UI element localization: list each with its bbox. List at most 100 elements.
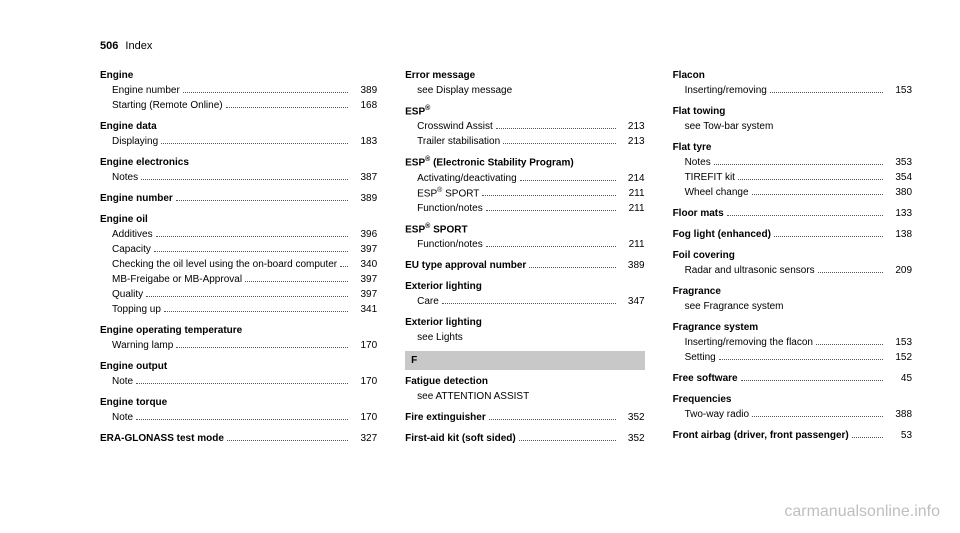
index-page-ref: 380 — [886, 185, 912, 200]
index-sub-label: Capacity — [112, 242, 151, 257]
index-entry-row: Engine number389 — [100, 191, 377, 206]
index-sub-text: see Display message — [417, 83, 512, 98]
index-page-ref: 153 — [886, 335, 912, 350]
index-entry-row: Front airbag (driver, front passenger)53 — [673, 428, 912, 443]
index-entry-title: Frequencies — [673, 392, 912, 407]
index-page-ref: 389 — [619, 258, 645, 273]
leader-dots — [136, 419, 348, 420]
index-page-ref: 387 — [351, 170, 377, 185]
index-page: EngineEngine number389Starting (Remote O… — [0, 0, 960, 472]
index-sub-row: see Fragrance system — [673, 299, 912, 314]
index-entry: Engine operating temperatureWarning lamp… — [100, 323, 377, 353]
index-page-ref: 168 — [351, 98, 377, 113]
index-page-ref: 170 — [351, 374, 377, 389]
index-page-ref: 354 — [886, 170, 912, 185]
index-sub-row: Topping up341 — [100, 302, 377, 317]
index-entry: EU type approval number 389 — [405, 258, 644, 273]
index-page-ref: 389 — [351, 83, 377, 98]
page-number: 506 Index — [100, 40, 152, 52]
index-page-ref: 352 — [619, 410, 645, 425]
index-sub-label: TIREFIT kit — [685, 170, 735, 185]
index-entry-title: Engine data — [100, 119, 377, 134]
leader-dots — [741, 380, 883, 381]
page-number-value: 506 — [100, 40, 118, 52]
index-sub-label: Warning lamp — [112, 338, 173, 353]
index-sub-label: Wheel change — [685, 185, 749, 200]
index-entry: Flat towingsee Tow-bar system — [673, 104, 912, 134]
index-sub-row: Care 347 — [405, 294, 644, 309]
index-page-ref: 211 — [619, 201, 645, 216]
index-page-ref: 213 — [619, 119, 645, 134]
index-entry: Engine torqueNote170 — [100, 395, 377, 425]
index-entry-title: Exterior lighting — [405, 279, 644, 294]
leader-dots — [156, 236, 349, 237]
watermark: carmanualsonline.info — [784, 503, 940, 521]
leader-dots — [752, 416, 883, 417]
index-sub-label: MB-Freigabe or MB-Approval — [112, 272, 242, 287]
leader-dots — [852, 437, 883, 438]
index-entry-title: Foil covering — [673, 248, 912, 263]
index-sub-label: Note — [112, 374, 133, 389]
index-entry-row: First-aid kit (soft sided)352 — [405, 431, 644, 446]
index-sub-row: Additives396 — [100, 227, 377, 242]
index-entry-title: Engine operating temperature — [100, 323, 377, 338]
index-page-ref: 170 — [351, 410, 377, 425]
leader-dots — [176, 347, 348, 348]
index-entry: Foil coveringRadar and ultrasonic sensor… — [673, 248, 912, 278]
index-sub-label: Engine number — [112, 83, 180, 98]
index-sub-label: Inserting/removing the flacon — [685, 335, 813, 350]
leader-dots — [529, 267, 615, 268]
index-entry: Floor mats133 — [673, 206, 912, 221]
index-sub-text: see ATTENTION ASSIST — [417, 389, 529, 404]
leader-dots — [340, 266, 348, 267]
index-page-ref: 347 — [619, 294, 645, 309]
index-sub-row: see Display message — [405, 83, 644, 98]
index-page-ref: 214 — [619, 171, 645, 186]
index-sub-row: Note 170 — [100, 410, 377, 425]
index-page-ref: 152 — [886, 350, 912, 365]
section-letter: F — [405, 351, 644, 370]
index-page-ref: 340 — [351, 257, 377, 272]
index-sub-label: Care — [417, 294, 439, 309]
index-page-ref: 353 — [886, 155, 912, 170]
index-sub-text: see Lights — [417, 330, 463, 345]
index-sub-row: Notes387 — [100, 170, 377, 185]
index-entry-title: Engine — [100, 68, 377, 83]
leader-dots — [146, 296, 348, 297]
index-sub-text: see Tow-bar system — [685, 119, 774, 134]
index-entry: FlaconInserting/removing153 — [673, 68, 912, 98]
index-entry-title: Error message — [405, 68, 644, 83]
index-entry: Fragrancesee Fragrance system — [673, 284, 912, 314]
index-sub-row: Function/notes 211 — [405, 201, 644, 216]
index-column: Error messagesee Display messageESP®Cros… — [405, 68, 644, 452]
index-sub-label: Note — [112, 410, 133, 425]
leader-dots — [738, 179, 883, 180]
index-sub-label: Radar and ultrasonic sensors — [685, 263, 815, 278]
index-sub-row: Note 170 — [100, 374, 377, 389]
leader-dots — [176, 200, 348, 201]
index-entry: Engine number389 — [100, 191, 377, 206]
leader-dots — [752, 194, 884, 195]
index-entry-row: EU type approval number 389 — [405, 258, 644, 273]
index-entry-label: EU type approval number — [405, 258, 526, 273]
index-sub-label: Function/notes — [417, 201, 483, 216]
leader-dots — [770, 92, 883, 93]
index-entry-label: Front airbag (driver, front passenger) — [673, 428, 849, 443]
leader-dots — [774, 236, 883, 237]
index-entry-label: First-aid kit (soft sided) — [405, 431, 516, 446]
index-entry-title: Fragrance — [673, 284, 912, 299]
index-entry: Fragrance systemInserting/removing the f… — [673, 320, 912, 365]
index-entry-row: Fire extinguisher352 — [405, 410, 644, 425]
index-page-ref: 397 — [351, 287, 377, 302]
index-column: EngineEngine number389Starting (Remote O… — [100, 68, 377, 452]
index-page-ref: 388 — [886, 407, 912, 422]
index-sub-label: Activating/deactivating — [417, 171, 517, 186]
index-sub-label: Notes — [685, 155, 711, 170]
leader-dots — [486, 210, 616, 211]
index-sub-label: Quality — [112, 287, 143, 302]
index-entry-label: ERA-GLONASS test mode — [100, 431, 224, 446]
index-sub-row: Warning lamp170 — [100, 338, 377, 353]
index-entry: Flat tyreNotes353TIREFIT kit354Wheel cha… — [673, 140, 912, 200]
index-entry: Exterior lightingCare 347 — [405, 279, 644, 309]
leader-dots — [442, 303, 616, 304]
